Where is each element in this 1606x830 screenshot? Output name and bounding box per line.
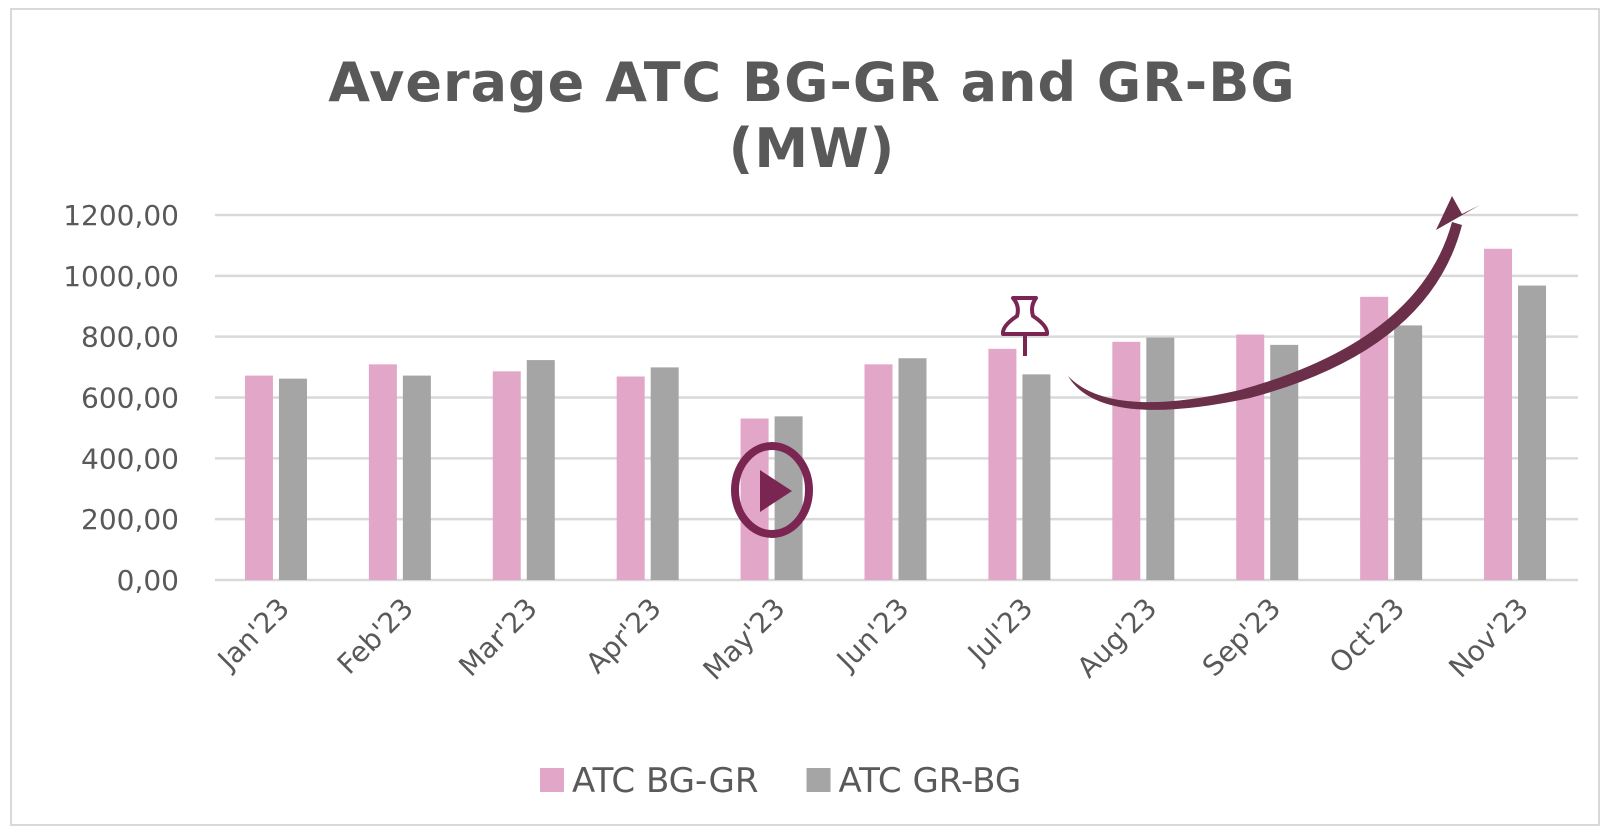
bar bbox=[1394, 325, 1423, 580]
x-tick-label: Oct'23 bbox=[1323, 592, 1411, 680]
arrow-icon bbox=[1068, 196, 1480, 410]
bar bbox=[898, 358, 927, 580]
x-tick-label: Jan'23 bbox=[210, 592, 296, 678]
bar bbox=[402, 375, 431, 580]
y-tick-label: 1200,00 bbox=[63, 199, 179, 232]
plot: 0,00 200,00 400,00 600,00 800,00 1000,00 1200,… bbox=[63, 199, 1578, 801]
bar bbox=[650, 367, 679, 580]
bar bbox=[526, 360, 555, 580]
bar bbox=[1112, 341, 1141, 580]
x-tick-label: Jun'23 bbox=[829, 592, 915, 678]
y-tick-label: 400,00 bbox=[81, 442, 179, 475]
bar bbox=[616, 376, 645, 580]
x-tick-label: Aug'23 bbox=[1071, 592, 1164, 685]
chart-title: Average ATC BG-GR and GR-BG (MW) bbox=[328, 51, 1296, 180]
chart-frame: Average ATC BG-GR and GR-BG (MW) bbox=[10, 8, 1600, 826]
legend-swatch bbox=[540, 768, 564, 792]
x-tick-label: Mar'23 bbox=[452, 592, 543, 683]
play-icon bbox=[731, 442, 813, 538]
x-tick-label: May'23 bbox=[697, 592, 792, 687]
bar bbox=[1484, 248, 1513, 580]
legend-label: ATC BG-GR bbox=[572, 761, 759, 801]
bar bbox=[1518, 285, 1547, 580]
y-tick-label: 1000,00 bbox=[63, 260, 179, 293]
bar bbox=[278, 378, 307, 580]
y-tick-label: 200,00 bbox=[81, 503, 179, 536]
legend-label: ATC GR-BG bbox=[839, 761, 1022, 801]
legend-swatch bbox=[806, 768, 831, 792]
x-tick-label: Jul'23 bbox=[960, 592, 1039, 671]
bar bbox=[864, 364, 893, 580]
bar bbox=[1236, 334, 1265, 580]
y-tick-label: 0,00 bbox=[117, 564, 179, 597]
y-tick-label: 800,00 bbox=[81, 321, 179, 354]
x-tick-label: Feb'23 bbox=[331, 592, 420, 681]
bar bbox=[244, 375, 273, 580]
bar bbox=[492, 371, 521, 580]
bar bbox=[368, 364, 397, 580]
x-tick-label: Nov'23 bbox=[1442, 592, 1535, 685]
bar bbox=[988, 348, 1017, 580]
pin-icon bbox=[1000, 296, 1050, 356]
bar bbox=[1146, 337, 1175, 580]
x-tick-label: Apr'23 bbox=[579, 592, 667, 680]
bar bbox=[1022, 374, 1051, 580]
y-tick-label: 600,00 bbox=[81, 382, 179, 415]
x-tick-label: Sep'23 bbox=[1196, 592, 1287, 683]
